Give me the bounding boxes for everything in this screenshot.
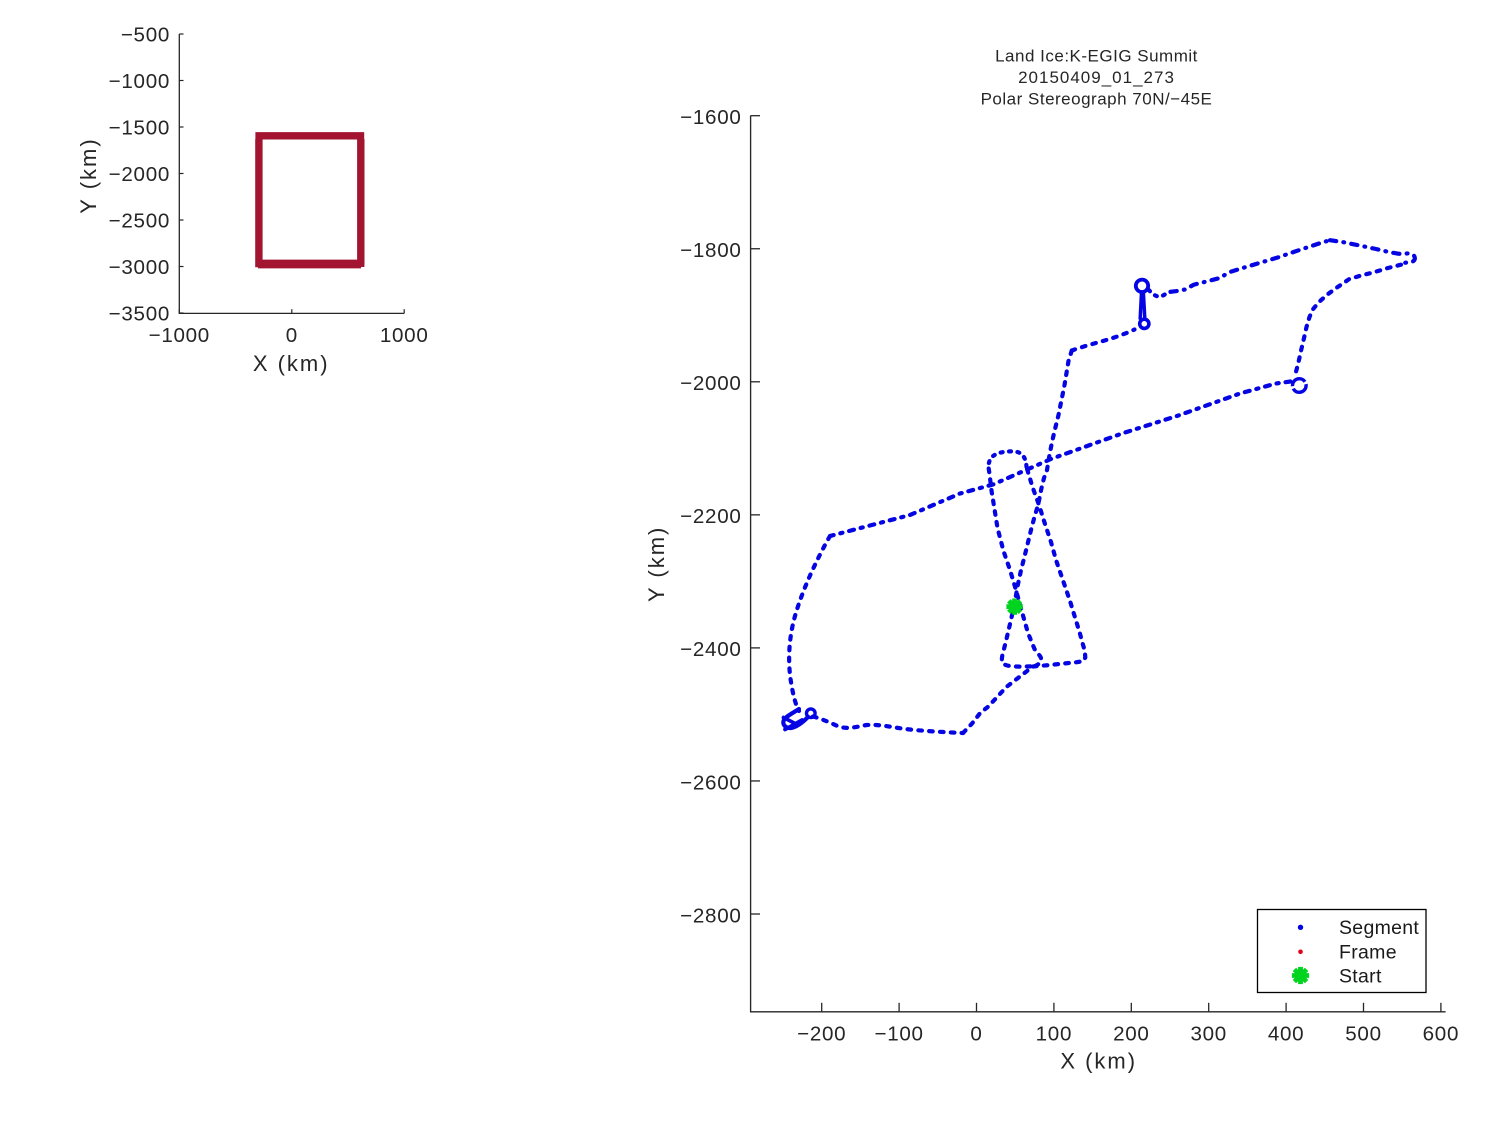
svg-text:500: 500	[1345, 1023, 1381, 1046]
svg-text:−3500: −3500	[109, 303, 170, 326]
svg-text:X (km): X (km)	[253, 351, 330, 376]
svg-text:Segment: Segment	[1339, 917, 1419, 939]
svg-text:0: 0	[286, 324, 298, 347]
svg-text:−500: −500	[121, 24, 170, 47]
svg-text:100: 100	[1036, 1023, 1072, 1046]
svg-text:−100: −100	[875, 1023, 924, 1046]
svg-text:Polar Stereograph 70N/−45E: Polar Stereograph 70N/−45E	[981, 90, 1213, 109]
svg-text:−2200: −2200	[680, 505, 741, 528]
svg-text:200: 200	[1113, 1023, 1149, 1046]
svg-text:400: 400	[1268, 1023, 1304, 1046]
svg-text:X (km): X (km)	[1060, 1049, 1137, 1074]
svg-text:−2500: −2500	[109, 210, 170, 233]
svg-text:−2000: −2000	[680, 372, 741, 395]
svg-text:300: 300	[1190, 1023, 1226, 1046]
svg-text:−2600: −2600	[680, 771, 741, 794]
svg-text:−1500: −1500	[109, 117, 170, 140]
svg-text:−2000: −2000	[109, 163, 170, 186]
svg-text:−3000: −3000	[109, 256, 170, 279]
svg-text:Y (km): Y (km)	[644, 526, 669, 602]
svg-text:0: 0	[970, 1023, 982, 1046]
svg-text:−1000: −1000	[109, 70, 170, 93]
svg-text:−2800: −2800	[680, 904, 741, 927]
svg-text:−2400: −2400	[680, 638, 741, 661]
svg-text:Land Ice:K-EGIG Summit: Land Ice:K-EGIG Summit	[995, 47, 1198, 66]
svg-text:Start: Start	[1339, 965, 1382, 987]
svg-text:1000: 1000	[380, 324, 429, 347]
svg-text:−1600: −1600	[680, 106, 741, 129]
svg-text:−1800: −1800	[680, 239, 741, 262]
svg-text:Frame: Frame	[1339, 942, 1397, 964]
svg-text:600: 600	[1423, 1023, 1459, 1046]
svg-text:Y (km): Y (km)	[76, 137, 101, 213]
svg-text:−1000: −1000	[149, 324, 210, 347]
svg-text:−200: −200	[797, 1023, 846, 1046]
svg-text:20150409_01_273: 20150409_01_273	[1018, 68, 1175, 87]
